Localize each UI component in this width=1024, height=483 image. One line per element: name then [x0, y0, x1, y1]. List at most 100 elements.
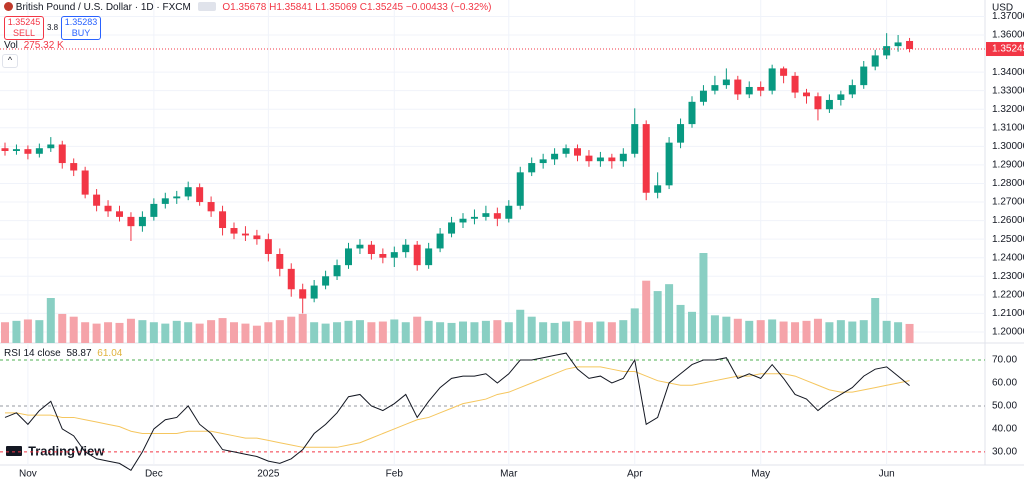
candle-body	[219, 211, 227, 229]
y-tick-label: 1.32000	[992, 104, 1024, 115]
volume-bar	[252, 325, 261, 343]
x-tick-label: May	[751, 469, 770, 480]
rsi-legend: RSI 14 close 58.87 61.04	[4, 348, 122, 359]
candle-body	[688, 101, 696, 125]
volume-label: Vol	[4, 40, 18, 51]
candle-body	[402, 244, 410, 253]
volume-bar	[447, 322, 456, 343]
volume-bar	[836, 320, 845, 343]
last-price-box	[986, 42, 1024, 57]
volume-bar	[733, 318, 742, 343]
candle-body	[333, 265, 341, 277]
candle-body	[47, 144, 55, 149]
volume-bar	[584, 322, 593, 343]
volume-bar	[550, 322, 559, 343]
volume-bar	[459, 321, 467, 343]
volume-bar	[481, 320, 490, 343]
y-tick-label: 1.33000	[992, 85, 1024, 96]
toggle[interactable]	[197, 2, 216, 11]
rsi-ma-line	[5, 366, 910, 448]
volume-bar	[527, 316, 536, 343]
volume-bar	[573, 320, 582, 343]
candle-body	[230, 228, 238, 234]
x-tick-label: Dec	[145, 469, 163, 480]
volume-bar	[562, 321, 571, 343]
volume-bar	[630, 308, 639, 343]
rsi-tick-label: 30.00	[992, 447, 1017, 458]
volume-bar	[539, 322, 548, 343]
candle-body	[894, 42, 902, 47]
candle-body	[459, 218, 467, 223]
candle-body	[803, 92, 810, 97]
x-tick-label: Nov	[19, 469, 37, 480]
volume-bar	[825, 322, 834, 343]
y-tick-label: 1.22000	[992, 289, 1024, 300]
candle-body	[699, 90, 707, 102]
buy-button[interactable]: 1.35283 BUY	[61, 16, 101, 40]
collapse-button[interactable]: ^	[2, 54, 18, 68]
candle-body	[12, 149, 20, 152]
volume-bar	[596, 321, 605, 343]
volume-bar	[413, 316, 422, 343]
candle-body	[848, 85, 856, 95]
candle-body	[299, 289, 307, 299]
y-tick-label: 1.23000	[992, 271, 1024, 282]
x-tick-label: Mar	[500, 469, 518, 480]
candle-body	[642, 124, 650, 193]
candle-body	[722, 79, 730, 86]
volume-bar	[321, 323, 330, 343]
candle-body	[356, 244, 364, 249]
candle-body	[1, 148, 9, 152]
volume-bar	[470, 322, 479, 343]
volume-bar	[298, 313, 307, 343]
buy-price: 1.35283	[64, 17, 98, 27]
candle-body	[173, 196, 181, 199]
volume-bar	[161, 323, 170, 343]
volume-bar	[195, 323, 204, 343]
candle-body	[734, 79, 742, 95]
candle-body	[345, 248, 352, 266]
spread: 3.8	[47, 23, 59, 32]
candle-body	[528, 163, 536, 173]
x-tick-label: 2025	[257, 469, 280, 480]
candle-body	[470, 216, 478, 219]
y-tick-label: 1.36000	[992, 30, 1024, 41]
candle-body	[677, 124, 685, 143]
volume-bar	[424, 320, 433, 343]
volume-bar	[676, 304, 685, 343]
volume-bar	[35, 320, 44, 343]
volume-bar	[791, 322, 800, 343]
candle-body	[768, 68, 776, 91]
x-tick-label: Jun	[879, 469, 895, 480]
y-tick-label: 1.24000	[992, 252, 1024, 263]
volume-bar	[710, 315, 719, 343]
candle-body	[516, 172, 524, 206]
candle-body	[883, 46, 891, 56]
candle-body	[264, 239, 272, 255]
volume-bar	[172, 320, 181, 343]
candle-body	[608, 157, 616, 162]
y-tick-label: 1.31000	[992, 122, 1024, 133]
volume-bar	[275, 320, 284, 343]
candle-body	[58, 144, 66, 164]
volume-bar	[115, 322, 124, 343]
rsi-tick-label: 50.00	[992, 401, 1017, 412]
y-tick-label: 1.26000	[992, 215, 1024, 226]
candle-body	[906, 40, 914, 50]
candle-body	[436, 233, 444, 249]
volume-bar	[1, 322, 9, 343]
brand: TradingView	[6, 443, 105, 458]
candle-body	[184, 187, 192, 197]
candle-body	[287, 268, 295, 290]
candle-body	[24, 149, 32, 154]
volume-bar	[619, 320, 628, 343]
sell-button[interactable]: 1.35245 SELL	[4, 16, 44, 40]
volume-bar	[344, 320, 353, 343]
candle-body	[493, 213, 501, 219]
symbol-title[interactable]: British Pound / U.S. Dollar · 1D · FXCM	[15, 2, 191, 13]
header: British Pound / U.S. Dollar · 1D · FXCM …	[4, 2, 492, 13]
rsi-value: 58.87	[66, 348, 92, 359]
currency-label: USD	[992, 3, 1013, 14]
candle-body	[791, 75, 799, 93]
volume-bar	[665, 284, 674, 343]
